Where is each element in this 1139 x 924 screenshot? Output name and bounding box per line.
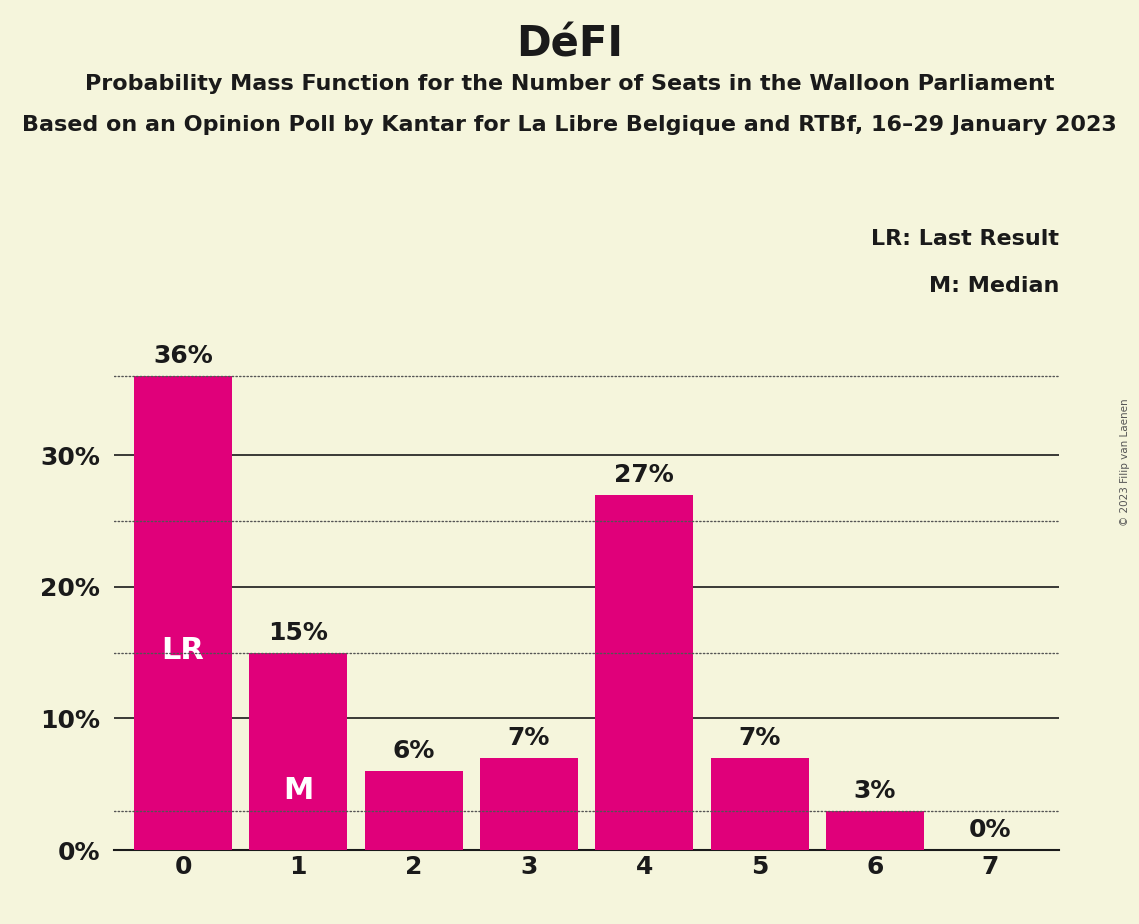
Bar [711,758,809,850]
Text: 6%: 6% [393,739,435,763]
Bar [826,810,924,850]
Text: Based on an Opinion Poll by Kantar for La Libre Belgique and RTBf, 16–29 January: Based on an Opinion Poll by Kantar for L… [22,115,1117,135]
Bar [364,771,462,850]
Text: LR: Last Result: LR: Last Result [871,228,1059,249]
Text: 0%: 0% [969,818,1011,842]
Bar [249,652,347,850]
Text: LR: LR [162,637,205,665]
Text: 15%: 15% [269,621,328,645]
Text: © 2023 Filip van Laenen: © 2023 Filip van Laenen [1121,398,1130,526]
Bar [480,758,577,850]
Bar [134,376,232,850]
Text: 36%: 36% [154,344,213,368]
Text: DéFI: DéFI [516,23,623,65]
Text: 27%: 27% [614,463,674,487]
Text: Probability Mass Function for the Number of Seats in the Walloon Parliament: Probability Mass Function for the Number… [84,74,1055,94]
Text: 3%: 3% [853,779,896,803]
Text: M: Median: M: Median [929,276,1059,296]
Text: 7%: 7% [508,726,550,750]
Text: 7%: 7% [738,726,780,750]
Bar [596,494,694,850]
Text: M: M [284,776,313,806]
